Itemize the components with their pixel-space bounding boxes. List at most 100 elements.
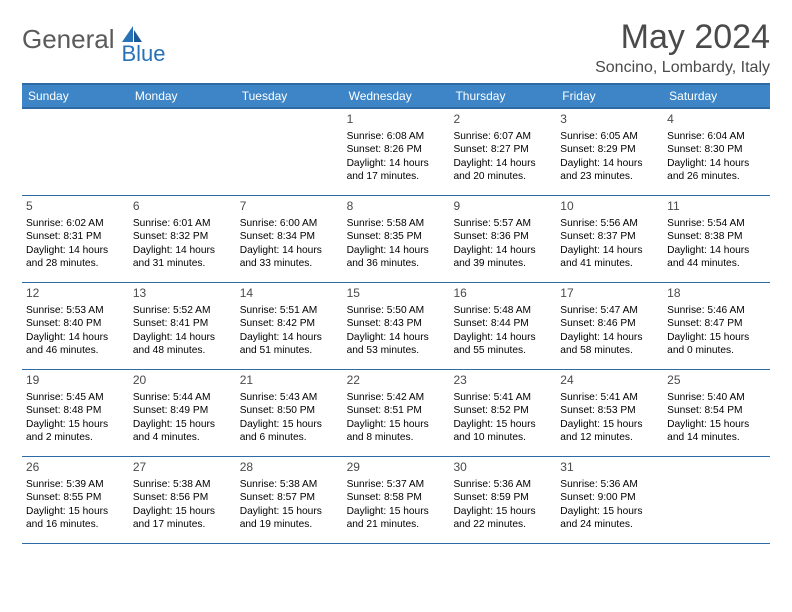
daylight-line: Daylight: 15 hours and 2 minutes. [26,418,125,445]
daylight-line: Daylight: 14 hours and 31 minutes. [133,244,232,271]
day-number: 18 [667,286,766,302]
day-cell: 1 Sunrise: 6:08 AMSunset: 8:26 PMDaylight… [343,109,450,195]
day-number: 22 [347,373,446,389]
day-number: 14 [240,286,339,302]
sunset-line: Sunset: 8:58 PM [347,491,446,504]
day-cell: 20Sunrise: 5:44 AMSunset: 8:49 PMDayligh… [129,370,236,456]
sunrise-line: Sunrise: 5:41 AM [560,391,659,404]
week-row: 12Sunrise: 5:53 AMSunset: 8:40 PMDayligh… [22,283,770,370]
day-cell [22,109,129,195]
sunrise-line: Sunrise: 5:48 AM [453,304,552,317]
sunset-line: Sunset: 8:54 PM [667,404,766,417]
day-number: 25 [667,373,766,389]
day-number: 8 [347,199,446,215]
sunset-line: Sunset: 8:41 PM [133,317,232,330]
day-number: 29 [347,460,446,476]
weekday-header-row: SundayMondayTuesdayWednesdayThursdayFrid… [22,83,770,109]
day-number: 27 [133,460,232,476]
day-number: 3 [560,112,659,128]
sunrise-line: Sunrise: 6:01 AM [133,217,232,230]
sunset-line: Sunset: 8:53 PM [560,404,659,417]
sunrise-line: Sunrise: 6:07 AM [453,130,552,143]
daylight-line: Daylight: 15 hours and 8 minutes. [347,418,446,445]
sunrise-line: Sunrise: 6:00 AM [240,217,339,230]
day-cell: 3Sunrise: 6:05 AMSunset: 8:29 PMDaylight… [556,109,663,195]
day-number: 1 [347,112,446,128]
daylight-line: Daylight: 14 hours and 44 minutes. [667,244,766,271]
weekday-cell: Sunday [22,85,129,107]
day-number: 24 [560,373,659,389]
daylight-line: Daylight: 14 hours and 58 minutes. [560,331,659,358]
day-cell: 23Sunrise: 5:41 AMSunset: 8:52 PMDayligh… [449,370,556,456]
day-cell: 18Sunrise: 5:46 AMSunset: 8:47 PMDayligh… [663,283,770,369]
sunrise-line: Sunrise: 5:57 AM [453,217,552,230]
sunset-line: Sunset: 8:47 PM [667,317,766,330]
sunset-line: Sunset: 8:31 PM [26,230,125,243]
sunset-line: Sunset: 8:52 PM [453,404,552,417]
day-number: 6 [133,199,232,215]
day-cell: 9Sunrise: 5:57 AMSunset: 8:36 PMDaylight… [449,196,556,282]
daylight-line: Daylight: 14 hours and 46 minutes. [26,331,125,358]
weekday-cell: Monday [129,85,236,107]
day-number: 15 [347,286,446,302]
daylight-line: Daylight: 14 hours and 26 minutes. [667,157,766,184]
logo-text-general: General [22,24,115,55]
day-number: 31 [560,460,659,476]
sunset-line: Sunset: 9:00 PM [560,491,659,504]
day-number: 2 [453,112,552,128]
sunset-line: Sunset: 8:59 PM [453,491,552,504]
sunrise-line: Sunrise: 5:44 AM [133,391,232,404]
day-cell: 14Sunrise: 5:51 AMSunset: 8:42 PMDayligh… [236,283,343,369]
sunset-line: Sunset: 8:35 PM [347,230,446,243]
daylight-line: Daylight: 14 hours and 33 minutes. [240,244,339,271]
daylight-line: Daylight: 15 hours and 6 minutes. [240,418,339,445]
day-cell: 21Sunrise: 5:43 AMSunset: 8:50 PMDayligh… [236,370,343,456]
day-number: 13 [133,286,232,302]
daylight-line: Daylight: 15 hours and 10 minutes. [453,418,552,445]
sunset-line: Sunset: 8:26 PM [347,143,446,156]
sunrise-line: Sunrise: 5:54 AM [667,217,766,230]
day-cell [663,457,770,543]
day-cell: 4Sunrise: 6:04 AMSunset: 8:30 PMDaylight… [663,109,770,195]
day-number: 5 [26,199,125,215]
daylight-line: Daylight: 15 hours and 21 minutes. [347,505,446,532]
daylight-line: Daylight: 15 hours and 16 minutes. [26,505,125,532]
day-number: 10 [560,199,659,215]
sunset-line: Sunset: 8:57 PM [240,491,339,504]
day-cell [129,109,236,195]
sunrise-line: Sunrise: 6:05 AM [560,130,659,143]
day-cell: 27Sunrise: 5:38 AMSunset: 8:56 PMDayligh… [129,457,236,543]
day-cell: 17Sunrise: 5:47 AMSunset: 8:46 PMDayligh… [556,283,663,369]
sunset-line: Sunset: 8:37 PM [560,230,659,243]
daylight-line: Daylight: 14 hours and 51 minutes. [240,331,339,358]
day-number: 20 [133,373,232,389]
week-row: 5Sunrise: 6:02 AMSunset: 8:31 PMDaylight… [22,196,770,283]
weekday-cell: Saturday [663,85,770,107]
weeks-container: 1Sunrise: 6:08 AMSunset: 8:26 PMDaylight… [22,109,770,544]
day-number: 28 [240,460,339,476]
day-cell: 26Sunrise: 5:39 AMSunset: 8:55 PMDayligh… [22,457,129,543]
daylight-line: Daylight: 14 hours and 17 minutes. [347,157,446,184]
sunrise-line: Sunrise: 5:53 AM [26,304,125,317]
week-row: 26Sunrise: 5:39 AMSunset: 8:55 PMDayligh… [22,457,770,544]
weekday-cell: Tuesday [236,85,343,107]
sunrise-line: Sunrise: 5:43 AM [240,391,339,404]
header: General Blue May 2024 Soncino, Lombardy,… [22,18,770,77]
sunrise-line: Sunrise: 5:41 AM [453,391,552,404]
week-row: 1Sunrise: 6:08 AMSunset: 8:26 PMDaylight… [22,109,770,196]
sunrise-line: Sunrise: 6:08 AM [347,130,446,143]
sunrise-line: Sunrise: 5:47 AM [560,304,659,317]
sunset-line: Sunset: 8:27 PM [453,143,552,156]
page-title: May 2024 [595,18,770,57]
sunset-line: Sunset: 8:43 PM [347,317,446,330]
sunrise-line: Sunrise: 5:37 AM [347,478,446,491]
daylight-line: Daylight: 14 hours and 55 minutes. [453,331,552,358]
day-cell: 2Sunrise: 6:07 AMSunset: 8:27 PMDaylight… [449,109,556,195]
logo-text-blue: Blue [122,41,166,67]
daylight-line: Daylight: 14 hours and 23 minutes. [560,157,659,184]
day-cell: 7Sunrise: 6:00 AMSunset: 8:34 PMDaylight… [236,196,343,282]
day-number: 17 [560,286,659,302]
day-cell: 16Sunrise: 5:48 AMSunset: 8:44 PMDayligh… [449,283,556,369]
day-cell: 10Sunrise: 5:56 AMSunset: 8:37 PMDayligh… [556,196,663,282]
day-cell: 13Sunrise: 5:52 AMSunset: 8:41 PMDayligh… [129,283,236,369]
